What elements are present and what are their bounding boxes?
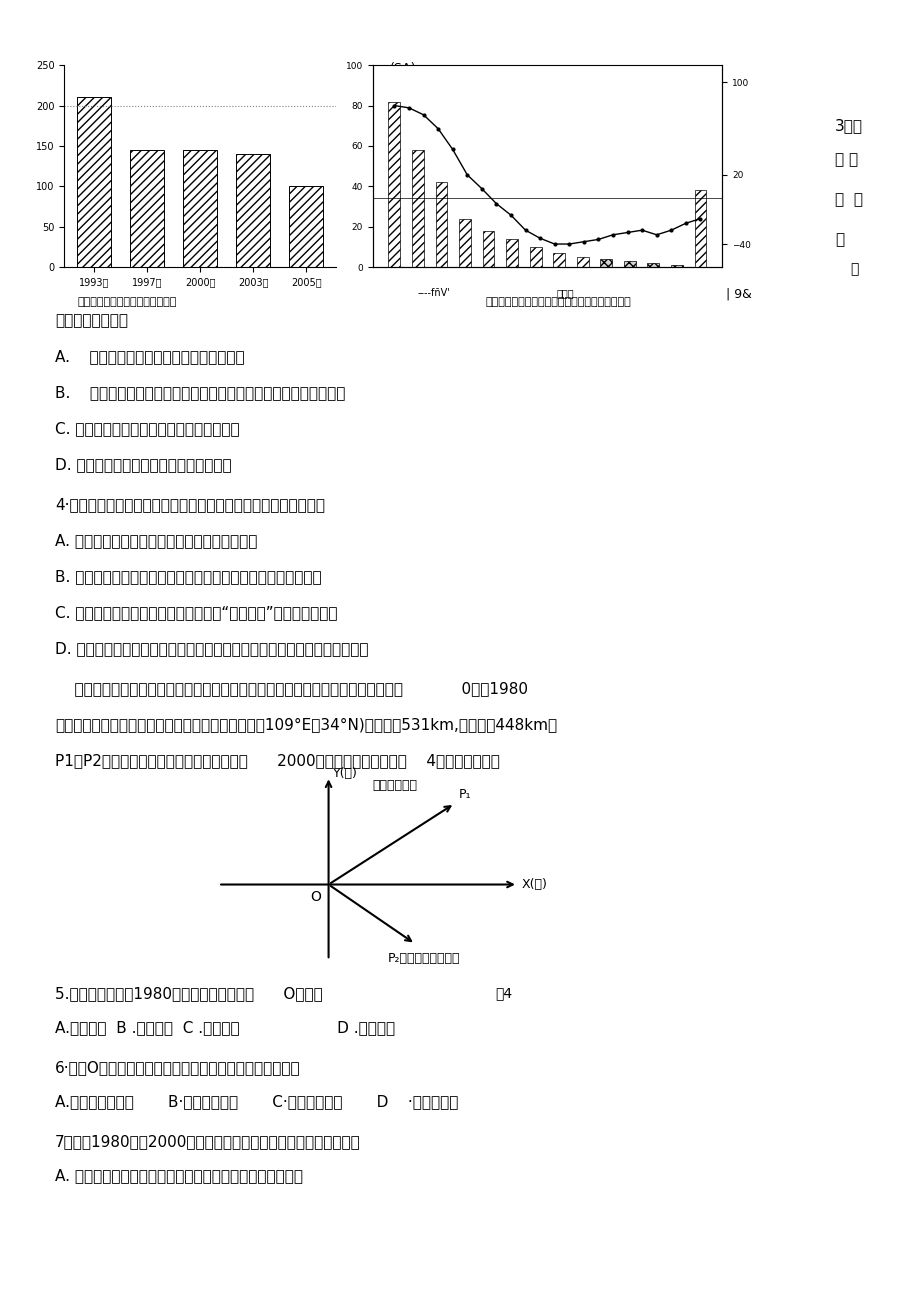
Text: A. 外来常住人口性别比变化对城市发展影响不大: A. 外来常住人口性别比变化对城市发展影响不大 [55, 533, 257, 549]
Text: B.    图中所示中心城区外来常住人口增长幅度高于郊区人口增长幅度: B. 图中所示中心城区外来常住人口增长幅度高于郊区人口增长幅度 [55, 384, 345, 400]
Text: 气候因素影响: 气候因素影响 [371, 778, 416, 791]
Text: P₂某种人为因素影响: P₂某种人为因素影响 [387, 952, 460, 966]
Text: 图乙上海各区县外来常住人口氏檀和增长变化情况: 图乙上海各区县外来常住人口氏檀和增长变化情况 [484, 297, 630, 308]
Text: 土地覆盖是植被、土壤、河湖、沼泽及各种建筑物等地表诸要素的综合体。右图中            0点为1980: 土地覆盖是植被、土壤、河湖、沼泽及各种建筑物等地表诸要素的综合体。右图中 0点为… [55, 681, 528, 696]
Text: 7．关于1980年到2000年中国土地覆盖重心迁移的说法，正确的是: 7．关于1980年到2000年中国土地覆盖重心迁移的说法，正确的是 [55, 1134, 360, 1149]
Text: 6·图中O点所处区域在土地利用中引发的最突出生态问题是: 6·图中O点所处区域在土地利用中引发的最突出生态问题是 [55, 1061, 301, 1075]
Text: D. 图中所示外来常住人口性别比趋向平衡: D. 图中所示外来常住人口性别比趋向平衡 [55, 457, 232, 472]
Text: B. 外来常住人口的文化素质大大提升了上海就业队伍的整体水平: B. 外来常住人口的文化素质大大提升了上海就业队伍的整体水平 [55, 569, 322, 584]
Text: 图甲上海外夹岸住人口性圆比蛋化: 图甲上海外夹岸住人口性圆比蛋化 [77, 297, 176, 308]
Bar [552, 253, 564, 267]
Text: A. 在气候和某种人为因素的共同作用下重心向东南方向迁移: A. 在气候和某种人为因素的共同作用下重心向东南方向迁移 [55, 1167, 302, 1183]
Text: 5.据图文材料推测1980年中国土地覆盖中心      O地位于: 5.据图文材料推测1980年中国土地覆盖中心 O地位于 [55, 986, 323, 1001]
Bar [647, 263, 659, 267]
Bar [670, 265, 682, 267]
Bar [388, 102, 400, 267]
Text: 图4: 图4 [494, 986, 512, 999]
Bar [482, 231, 494, 267]
Bar [529, 248, 541, 267]
Text: ≡2005年: ≡2005年 [529, 76, 565, 85]
Text: | 9&: | 9& [725, 288, 751, 301]
Bar [183, 150, 217, 267]
Text: (SA): (SA) [390, 63, 416, 76]
Bar [412, 150, 424, 267]
Bar [505, 238, 517, 267]
Text: C. 图中所示外来常住人口主要涌入中心城区: C. 图中所示外来常住人口主要涌入中心城区 [55, 421, 239, 437]
Text: 所示信息的说法是: 所示信息的说法是 [55, 313, 128, 328]
Text: D. 外来常住人口规模和增长变化情况有利于中心城区的第二产业向郊区转移: D. 外来常住人口规模和增长变化情况有利于中心城区的第二产业向郊区转移 [55, 641, 369, 655]
Bar [435, 182, 447, 267]
Bar [130, 150, 165, 267]
Text: C. 外来常住人口规模的不断扩大是实现“健康城市”模式的主要方式: C. 外来常住人口规模的不断扩大是实现“健康城市”模式的主要方式 [55, 605, 337, 620]
Bar [600, 259, 611, 267]
Bar [623, 261, 635, 267]
Text: P1、P2分别是仅考虑单一因素影响所形成的      2000年土地覆盖重心。据图    4完成下列各题。: P1、P2分别是仅考虑单一因素影响所形成的 2000年土地覆盖重心。据图 4完成… [55, 753, 499, 767]
Text: A.北方地区  B .南方地区  C .西北地区                    D .青藏地区: A.北方地区 B .南方地区 C .西北地区 D .青藏地区 [55, 1020, 394, 1035]
Text: X(东): X(东) [521, 878, 547, 891]
Text: 正 确: 正 确 [834, 152, 857, 167]
Text: 4·关于外来常住人口迁入对上海经济社会发展影响，叙述正确的是: 4·关于外来常住人口迁入对上海经济社会发展影响，叙述正确的是 [55, 496, 324, 512]
Text: 反  映: 反 映 [834, 192, 862, 207]
Text: P₁: P₁ [459, 788, 471, 801]
Text: 年中国土地覆盖重心，它相对于中国大地坐标原点（109°E，34°N)向正西偏531km,向正北偏448km。: 年中国土地覆盖重心，它相对于中国大地坐标原点（109°E，34°N)向正西偏53… [55, 717, 557, 732]
Bar [459, 219, 471, 267]
Text: ----fñV': ----fñV' [417, 288, 450, 298]
Text: A.    图中所示外来常住人口抚养比趋向平衡: A. 图中所示外来常住人口抚养比趋向平衡 [55, 349, 244, 364]
Bar [76, 98, 111, 267]
Text: 3．台: 3．台 [834, 119, 862, 133]
Text: 一: 一 [849, 262, 857, 276]
Text: O: O [310, 890, 321, 904]
Bar [235, 154, 270, 267]
Bar [576, 257, 588, 267]
Text: □2000年: □2000年 [478, 76, 515, 85]
Text: A.沼泽大面积萎缩       B·生态用水紧张       C·森林面积锐减       D    ·土地荒漠化: A.沼泽大面积萎缩 B·生态用水紧张 C·森林面积锐减 D ·土地荒漠化 [55, 1095, 458, 1109]
Text: Y(北): Y(北) [333, 767, 357, 780]
Bar [694, 190, 706, 267]
Bar [289, 186, 323, 267]
Text: →增长幅度: →增长幅度 [587, 76, 617, 85]
Text: 图: 图 [834, 232, 844, 248]
Text: 中心桥: 中心桥 [556, 288, 574, 298]
